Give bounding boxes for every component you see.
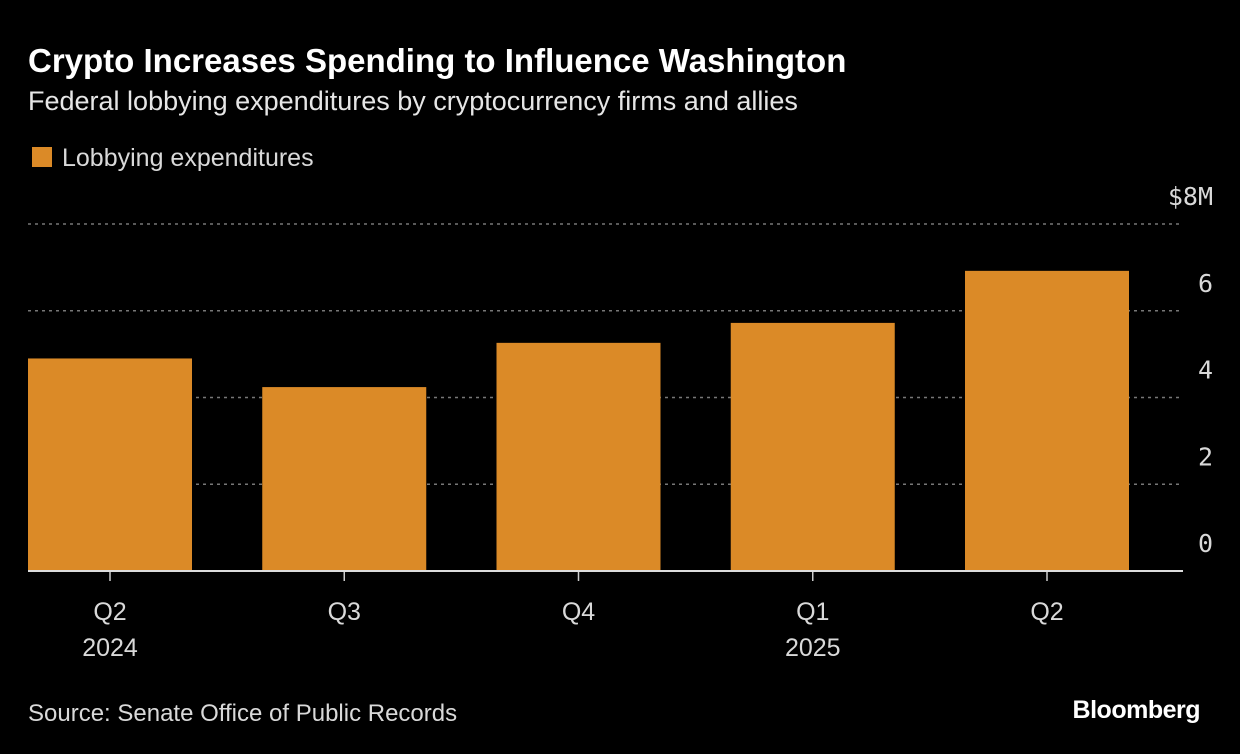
y-tick-label: 2 xyxy=(1198,442,1213,471)
x-tick-label: Q4 xyxy=(562,598,595,626)
brand: Bloomberg xyxy=(1073,696,1200,724)
y-tick-label: 4 xyxy=(1198,356,1213,385)
y-tick-label: 6 xyxy=(1198,269,1213,298)
bar xyxy=(730,322,895,571)
bar xyxy=(28,358,192,571)
legend-label: Lobbying expenditures xyxy=(62,144,314,172)
bar xyxy=(965,270,1129,571)
chart-subtitle: Federal lobbying expenditures by cryptoc… xyxy=(28,86,798,116)
x-tick-label: Q2 xyxy=(1030,598,1063,626)
x-tick-label: Q1 xyxy=(796,598,829,626)
x-group-label: 2025 xyxy=(785,634,841,662)
bar xyxy=(262,387,427,571)
x-tick-label: Q3 xyxy=(328,598,361,626)
x-group-label: 2024 xyxy=(82,634,138,662)
legend-swatch xyxy=(32,147,52,167)
bar xyxy=(496,342,661,571)
x-tick-label: Q2 xyxy=(93,598,126,626)
y-tick-label: $8M xyxy=(1168,182,1213,211)
source: Source: Senate Office of Public Records xyxy=(28,700,457,727)
chart-title: Crypto Increases Spending to Influence W… xyxy=(28,42,846,79)
y-tick-label: 0 xyxy=(1198,529,1213,558)
